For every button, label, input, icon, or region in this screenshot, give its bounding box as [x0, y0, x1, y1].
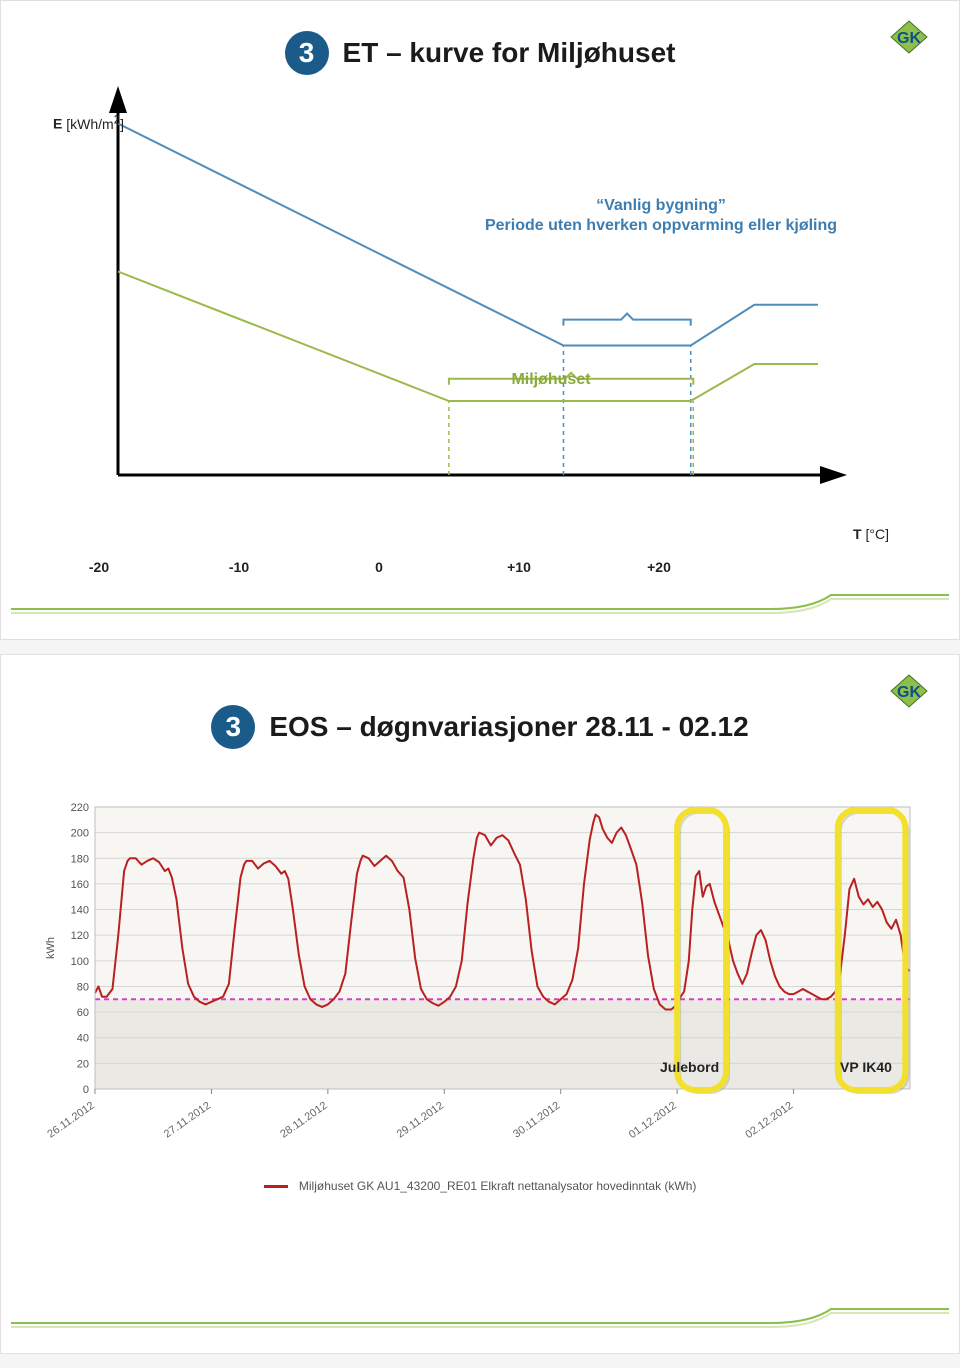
slide1-title-row: 3 ET – kurve for Miljøhuset	[21, 31, 939, 75]
slide-et-kurve: GK 3 ET – kurve for Miljøhuset E [kWh/m2…	[0, 0, 960, 640]
eos-chart: 0 20 40 60 80 100 120 140 160 180 200 220 kWh 26.11.2…	[40, 799, 920, 1159]
svg-text:220: 220	[71, 802, 89, 814]
svg-text:100: 100	[71, 956, 89, 968]
eos-chart-wrap: 0 20 40 60 80 100 120 140 160 180 200 220 kWh 26.11.2…	[40, 799, 920, 1159]
svg-text:GK: GK	[897, 684, 921, 701]
svg-text:80: 80	[77, 981, 89, 993]
svg-text:60: 60	[77, 1007, 89, 1019]
xtick-1: -10	[209, 559, 269, 575]
bottom-swoosh	[11, 1305, 951, 1335]
svg-text:28.11.2012: 28.11.2012	[278, 1100, 329, 1141]
svg-text:kWh: kWh	[45, 937, 57, 959]
slide2-title-row: 3 EOS – døgnvariasjoner 28.11 - 02.12	[21, 705, 939, 749]
gk-logo: GK	[887, 673, 931, 714]
gk-logo: GK	[887, 19, 931, 60]
blue-annotation: “Vanlig bygning” Periode uten hverken op…	[411, 196, 911, 236]
slide1-y-axis-label: E [kWh/m2]	[53, 113, 124, 132]
svg-text:140: 140	[71, 905, 89, 917]
annotation-julebord: Julebord	[660, 1059, 719, 1075]
xtick-2: 0	[349, 559, 409, 575]
svg-text:30.11.2012: 30.11.2012	[511, 1100, 562, 1141]
legend-swatch	[264, 1185, 288, 1188]
eos-legend: Miljøhuset GK AU1_43200_RE01 Elkraft net…	[21, 1179, 939, 1193]
blue-annotation-line2: Periode uten hverken oppvarming eller kj…	[485, 217, 837, 234]
slide2-title: EOS – døgnvariasjoner 28.11 - 02.12	[269, 711, 748, 743]
slide-eos-dognvariasjoner: GK 3 EOS – døgnvariasjoner 28.11 - 02.12…	[0, 654, 960, 1354]
svg-text:0: 0	[83, 1084, 89, 1096]
svg-text:160: 160	[71, 879, 89, 891]
slide1-number-circle: 3	[285, 31, 329, 75]
xtick-3: +10	[489, 559, 549, 575]
svg-text:180: 180	[71, 853, 89, 865]
svg-text:120: 120	[71, 930, 89, 942]
svg-text:40: 40	[77, 1033, 89, 1045]
bottom-swoosh	[11, 591, 951, 621]
slide2-number-circle: 3	[211, 705, 255, 749]
xtick-4: +20	[629, 559, 689, 575]
svg-text:01.12.2012: 01.12.2012	[627, 1100, 679, 1141]
blue-annotation-line1: “Vanlig bygning”	[596, 197, 726, 214]
svg-text:02.12.2012: 02.12.2012	[743, 1100, 795, 1141]
logo-text: GK	[897, 30, 921, 47]
green-annotation: Miljøhuset	[481, 371, 621, 389]
svg-text:200: 200	[71, 828, 89, 840]
legend-label: Miljøhuset GK AU1_43200_RE01 Elkraft net…	[299, 1179, 697, 1193]
svg-text:27.11.2012: 27.11.2012	[162, 1100, 213, 1141]
svg-text:26.11.2012: 26.11.2012	[45, 1100, 96, 1141]
et-chart	[40, 85, 920, 545]
annotation-vpik40: VP IK40	[840, 1059, 892, 1075]
slide1-x-axis-label: T [°C]	[853, 526, 889, 542]
svg-text:20: 20	[77, 1058, 89, 1070]
xtick-0: -20	[69, 559, 129, 575]
svg-text:29.11.2012: 29.11.2012	[395, 1100, 446, 1141]
slide1-title: ET – kurve for Miljøhuset	[343, 37, 676, 69]
